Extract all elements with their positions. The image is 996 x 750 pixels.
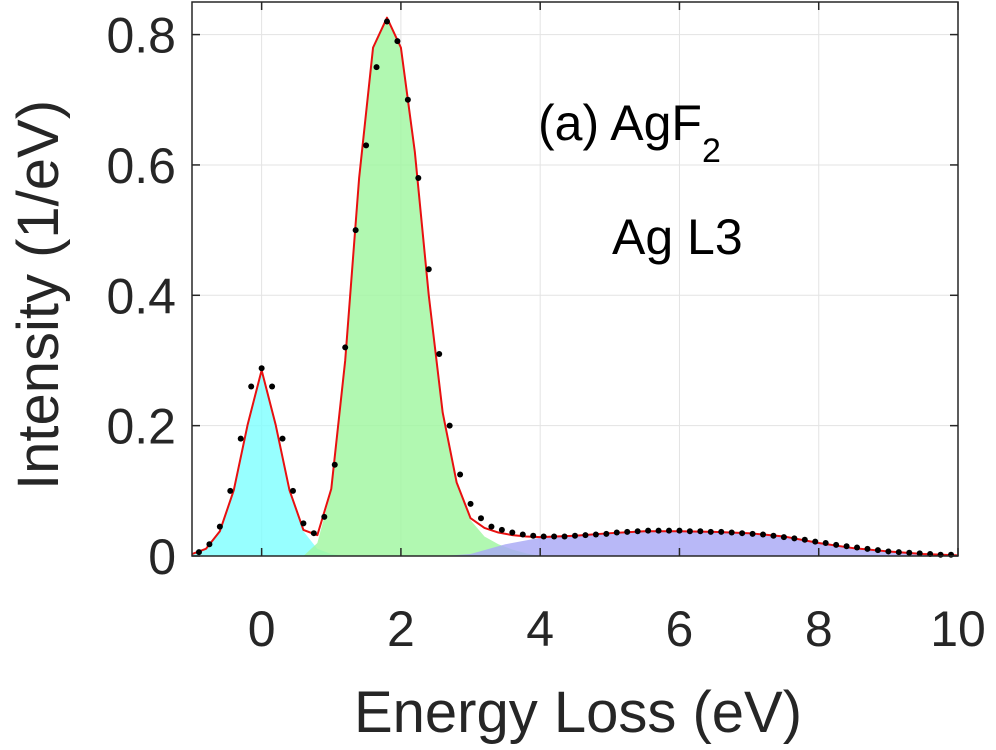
data-point — [352, 227, 359, 234]
data-point — [666, 527, 673, 534]
data-point — [937, 551, 944, 558]
data-point — [718, 528, 725, 535]
x-tick-label: 10 — [930, 601, 986, 657]
data-point — [780, 534, 787, 541]
data-point — [812, 538, 819, 545]
data-point — [822, 539, 829, 546]
component-area-3 — [442, 531, 958, 556]
data-point — [843, 543, 850, 550]
data-point — [760, 531, 767, 538]
data-point — [540, 533, 547, 540]
plot-frame — [191, 1, 959, 557]
data-point — [551, 533, 558, 540]
data-point — [436, 350, 443, 357]
x-tick-label: 4 — [526, 601, 554, 657]
data-point — [331, 461, 338, 468]
data-point — [686, 528, 693, 535]
data-point — [895, 549, 902, 556]
data-point — [394, 38, 401, 45]
data-point — [383, 18, 390, 25]
data-points — [195, 18, 955, 558]
ticks — [192, 2, 959, 557]
data-point — [509, 529, 516, 536]
data-point — [833, 541, 840, 548]
data-point — [916, 550, 923, 557]
data-point — [216, 523, 223, 530]
y-tick-label: 0 — [148, 529, 176, 585]
data-point — [697, 528, 704, 535]
component-area-1 — [192, 370, 346, 556]
data-point — [279, 435, 286, 442]
y-tick-label: 0.4 — [106, 268, 176, 324]
data-point — [739, 530, 746, 537]
data-point — [519, 531, 526, 538]
data-point — [488, 523, 495, 530]
x-tick-label: 0 — [248, 601, 276, 657]
data-point — [655, 527, 662, 534]
data-point — [676, 527, 683, 534]
annotation-subscript: 2 — [702, 132, 721, 170]
data-point — [300, 520, 307, 527]
data-point — [425, 266, 432, 273]
data-point — [854, 544, 861, 551]
y-axis-label: Intensity (1/eV) — [6, 100, 71, 490]
data-point — [645, 527, 652, 534]
data-point — [603, 530, 610, 537]
data-point — [582, 532, 589, 539]
x-tick-label: 6 — [666, 601, 694, 657]
x-axis-label: Energy Loss (eV) — [354, 680, 802, 745]
component-area-2 — [303, 17, 541, 557]
annotation-line2: Ag L3 — [612, 209, 743, 265]
data-point — [310, 530, 317, 537]
data-point — [237, 435, 244, 442]
data-point — [446, 422, 453, 429]
data-point — [342, 344, 349, 351]
grid — [192, 2, 959, 557]
data-point — [906, 549, 913, 556]
y-tick-label: 0.8 — [106, 8, 176, 64]
data-point — [195, 549, 202, 556]
annotation-compound: (a) AgF — [538, 95, 702, 151]
data-point — [415, 174, 422, 181]
data-point — [561, 533, 568, 540]
x-tick-label: 8 — [805, 601, 833, 657]
data-point — [948, 551, 955, 558]
data-point — [613, 529, 620, 536]
data-point — [289, 487, 296, 494]
data-point — [770, 532, 777, 539]
annotation-line1: (a) AgF2 — [538, 95, 721, 170]
data-point — [728, 529, 735, 536]
y-tick-labels: 0 0.2 0.4 0.6 0.8 — [106, 8, 176, 585]
y-tick-label: 0.2 — [106, 399, 176, 455]
data-point — [477, 515, 484, 522]
data-point — [874, 547, 881, 554]
data-point — [530, 532, 537, 539]
data-point — [749, 530, 756, 537]
data-point — [404, 96, 411, 103]
data-point — [624, 528, 631, 535]
data-point — [373, 64, 380, 71]
data-point — [206, 541, 213, 548]
data-point — [363, 142, 370, 149]
data-point — [791, 535, 798, 542]
data-point — [258, 365, 265, 372]
data-point — [592, 531, 599, 538]
data-point — [801, 536, 808, 543]
data-point — [321, 513, 328, 520]
data-point — [457, 471, 464, 478]
data-point — [864, 545, 871, 552]
data-point — [498, 526, 505, 533]
data-point — [707, 528, 714, 535]
data-point — [572, 532, 578, 539]
data-point — [634, 528, 641, 535]
data-point — [269, 383, 276, 390]
data-point — [467, 500, 474, 507]
y-tick-label: 0.6 — [106, 138, 176, 194]
data-point — [227, 487, 234, 494]
x-tick-label: 2 — [387, 601, 415, 657]
data-point — [248, 383, 255, 390]
x-tick-labels: 0 2 4 6 8 10 — [248, 601, 986, 657]
data-point — [885, 548, 892, 555]
